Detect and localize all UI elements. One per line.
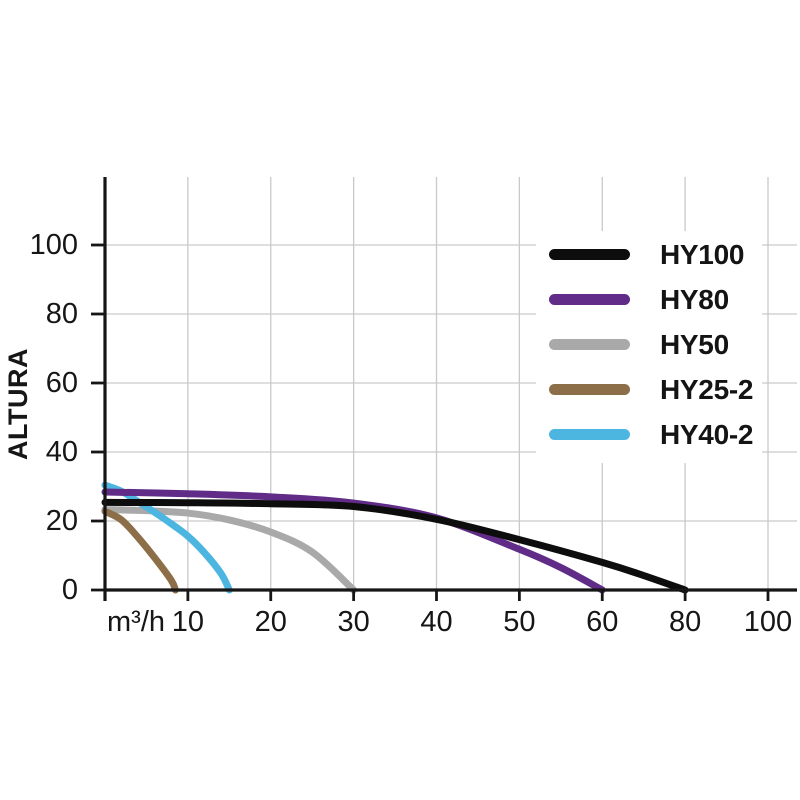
axes (91, 177, 797, 601)
x-tick-label-100: 100 (743, 606, 793, 638)
chart-legend: HY100 HY80 HY50 HY25-2 HY40-2 (536, 231, 762, 463)
curve-HY100 (101, 498, 689, 594)
legend-item-HY50: HY50 (536, 322, 762, 367)
legend-label-HY50: HY50 (660, 328, 729, 360)
legend-label-HY25-2: HY25-2 (660, 373, 754, 405)
legend-swatch-HY100 (549, 249, 630, 260)
legend-item-HY40-2: HY40-2 (536, 412, 762, 457)
legend-label-HY80: HY80 (660, 283, 729, 315)
y-tick-label-100: 100 (29, 229, 78, 261)
legend-label-HY100: HY100 (660, 238, 745, 270)
x-tick-label-20: 20 (254, 606, 287, 638)
x-tick-label-80: 80 (668, 606, 702, 638)
x-tick-label-50: 50 (503, 606, 536, 638)
legend-item-HY100: HY100 (536, 232, 762, 277)
x-tick-label-30: 30 (337, 606, 370, 638)
legend-swatch-HY25-2 (549, 384, 630, 395)
y-tick-label-0: 0 (61, 574, 78, 606)
y-tick-label-40: 40 (45, 436, 78, 468)
curve-HY25-2 (101, 507, 179, 594)
legend-swatch-HY80 (549, 294, 630, 305)
x-tick-label-60: 60 (586, 606, 619, 638)
legend-label-HY40-2: HY40-2 (660, 418, 754, 450)
legend-item-HY25-2: HY25-2 (536, 367, 762, 412)
legend-item-HY80: HY80 (536, 277, 762, 322)
y-tick-label-20: 20 (45, 505, 78, 537)
x-tick-label-10: 10 (171, 606, 204, 638)
x-axis-unit-label: m³/h (107, 606, 165, 638)
legend-swatch-HY50 (549, 339, 630, 350)
legend-swatch-HY40-2 (549, 429, 630, 440)
curve-HY50 (101, 506, 358, 594)
y-tick-label-80: 80 (45, 298, 78, 330)
x-tick-label-40: 40 (420, 606, 453, 638)
curves (101, 481, 689, 594)
y-tick-label-60: 60 (45, 367, 78, 399)
